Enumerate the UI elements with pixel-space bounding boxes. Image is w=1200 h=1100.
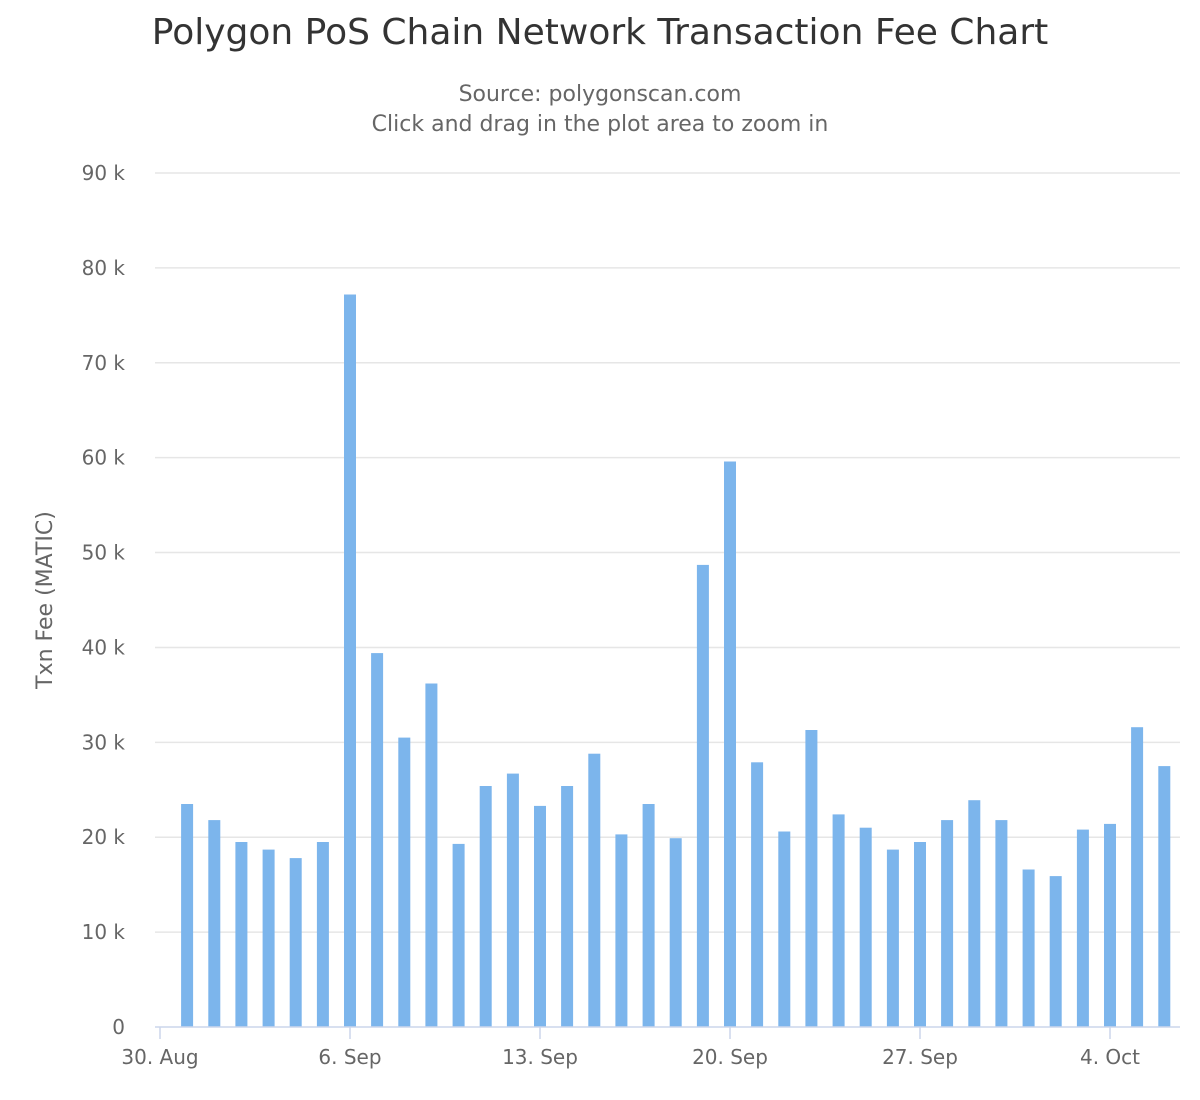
- y-tick-label: 20 k: [82, 825, 126, 849]
- bar[interactable]: [588, 753, 601, 1027]
- x-tick-label: 20. Sep: [692, 1045, 768, 1069]
- bar[interactable]: [615, 834, 628, 1027]
- bar[interactable]: [425, 683, 438, 1028]
- subtitle-source: Source: polygonscan.com: [458, 82, 742, 107]
- bar[interactable]: [642, 804, 655, 1027]
- bar[interactable]: [669, 838, 682, 1027]
- x-tick-label: 13. Sep: [502, 1045, 578, 1069]
- y-tick-label: 60 k: [82, 446, 126, 470]
- bar[interactable]: [506, 773, 519, 1027]
- chart-subtitle: Source: polygonscan.com Click and drag i…: [0, 80, 1200, 140]
- bar[interactable]: [696, 564, 709, 1027]
- bar[interactable]: [1022, 869, 1035, 1028]
- bar[interactable]: [561, 786, 574, 1027]
- bar[interactable]: [344, 294, 356, 1028]
- bar[interactable]: [724, 461, 736, 1028]
- bar[interactable]: [1076, 829, 1089, 1027]
- y-tick-label: 80 k: [82, 256, 126, 280]
- y-tick-label: 70 k: [82, 351, 126, 375]
- bar[interactable]: [1131, 727, 1144, 1027]
- bar[interactable]: [479, 786, 492, 1027]
- y-axis-title: Txn Fee (MATIC): [33, 511, 58, 690]
- bar[interactable]: [262, 849, 275, 1027]
- bar[interactable]: [1049, 876, 1062, 1027]
- bar[interactable]: [805, 730, 818, 1027]
- bar[interactable]: [914, 842, 926, 1027]
- bar[interactable]: [235, 842, 248, 1027]
- y-tick-label: 50 k: [82, 541, 126, 565]
- x-axis-ticks: 30. Aug 6. Sep 13. Sep 20. Sep 27. Sep 4. Oct: [121, 1027, 1140, 1069]
- y-tick-label: 40 k: [82, 635, 126, 659]
- bar[interactable]: [778, 831, 791, 1028]
- bar[interactable]: [886, 849, 899, 1027]
- x-tick-label: 30. Aug: [121, 1045, 198, 1069]
- gridlines: [155, 172, 1180, 933]
- x-tick-label: 27. Sep: [882, 1045, 958, 1069]
- bar[interactable]: [371, 653, 384, 1027]
- y-tick-label: 30 k: [82, 730, 126, 754]
- bar[interactable]: [751, 762, 764, 1027]
- bar[interactable]: [968, 800, 981, 1027]
- y-tick-label: 90 k: [82, 161, 126, 185]
- chart-title: Polygon PoS Chain Network Transaction Fe…: [151, 12, 1049, 53]
- x-tick-label: 6. Sep: [318, 1045, 381, 1069]
- x-tick-label: 4. Oct: [1080, 1045, 1140, 1069]
- bar[interactable]: [859, 827, 872, 1027]
- bar[interactable]: [1158, 766, 1171, 1027]
- subtitle-zoom-hint: Click and drag in the plot area to zoom …: [371, 112, 829, 137]
- y-tick-label: 0: [112, 1015, 125, 1039]
- bar[interactable]: [289, 858, 302, 1027]
- y-tick-label: 10 k: [82, 920, 126, 944]
- bar[interactable]: [181, 804, 194, 1027]
- bar[interactable]: [941, 820, 954, 1027]
- y-axis-tick-labels: 0 10 k 20 k 30 k 40 k 50 k 60 k 70 k 80 k 90 k: [82, 161, 126, 1039]
- bar[interactable]: [398, 737, 411, 1027]
- bar[interactable]: [452, 843, 465, 1027]
- bars[interactable]: [181, 294, 1171, 1028]
- bar[interactable]: [1104, 823, 1116, 1027]
- bar[interactable]: [832, 814, 845, 1027]
- bar[interactable]: [316, 842, 329, 1027]
- bar[interactable]: [534, 805, 546, 1027]
- bar[interactable]: [995, 820, 1008, 1027]
- bar[interactable]: [208, 820, 221, 1027]
